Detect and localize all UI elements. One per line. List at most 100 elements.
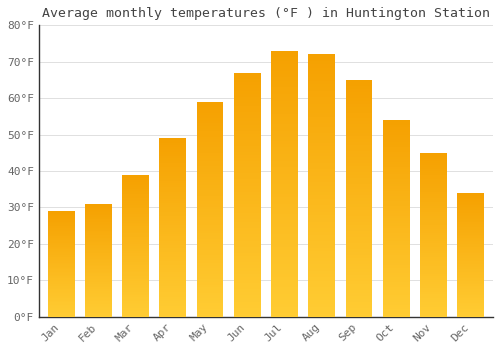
- Bar: [196, 172, 224, 174]
- Bar: [48, 303, 74, 305]
- Bar: [122, 301, 149, 303]
- Bar: [160, 205, 186, 208]
- Bar: [271, 184, 298, 187]
- Bar: [122, 306, 149, 308]
- Bar: [346, 243, 372, 246]
- Bar: [271, 190, 298, 194]
- Bar: [420, 282, 447, 284]
- Bar: [458, 210, 484, 211]
- Bar: [48, 245, 74, 247]
- Bar: [420, 198, 447, 200]
- Bar: [160, 290, 186, 292]
- Bar: [271, 91, 298, 94]
- Bar: [383, 218, 409, 221]
- Bar: [160, 299, 186, 301]
- Bar: [234, 265, 260, 268]
- Bar: [420, 177, 447, 180]
- Bar: [308, 173, 335, 176]
- Bar: [383, 312, 409, 314]
- Bar: [160, 212, 186, 214]
- Bar: [196, 147, 224, 150]
- Bar: [346, 216, 372, 219]
- Bar: [85, 270, 112, 272]
- Bar: [196, 239, 224, 241]
- Bar: [420, 163, 447, 165]
- Bar: [271, 280, 298, 284]
- Bar: [85, 290, 112, 292]
- Bar: [85, 252, 112, 253]
- Bar: [122, 194, 149, 196]
- Bar: [85, 259, 112, 260]
- Bar: [48, 300, 74, 301]
- Bar: [234, 259, 260, 262]
- Bar: [85, 315, 112, 317]
- Bar: [346, 101, 372, 104]
- Bar: [160, 312, 186, 315]
- Bar: [85, 235, 112, 236]
- Bar: [196, 155, 224, 158]
- Bar: [271, 51, 298, 54]
- Bar: [160, 223, 186, 225]
- Bar: [85, 245, 112, 246]
- Bar: [346, 110, 372, 112]
- Bar: [160, 140, 186, 143]
- Bar: [346, 240, 372, 243]
- Bar: [122, 253, 149, 255]
- Bar: [271, 217, 298, 220]
- Bar: [160, 181, 186, 183]
- Bar: [346, 296, 372, 299]
- Bar: [420, 237, 447, 239]
- Bar: [458, 241, 484, 243]
- Bar: [234, 244, 260, 247]
- Bar: [346, 95, 372, 98]
- Bar: [160, 152, 186, 154]
- Bar: [383, 162, 409, 164]
- Bar: [85, 300, 112, 301]
- Bar: [196, 298, 224, 301]
- Bar: [271, 307, 298, 310]
- Bar: [271, 97, 298, 101]
- Bar: [196, 309, 224, 312]
- Bar: [160, 270, 186, 272]
- Bar: [48, 256, 74, 257]
- Bar: [196, 163, 224, 166]
- Bar: [160, 274, 186, 277]
- Bar: [271, 220, 298, 224]
- Bar: [234, 204, 260, 207]
- Bar: [420, 272, 447, 274]
- Bar: [234, 250, 260, 253]
- Bar: [420, 304, 447, 307]
- Bar: [160, 187, 186, 190]
- Bar: [458, 310, 484, 312]
- Bar: [48, 267, 74, 268]
- Bar: [308, 300, 335, 304]
- Bar: [48, 262, 74, 264]
- Bar: [308, 202, 335, 205]
- Bar: [420, 183, 447, 186]
- Bar: [420, 216, 447, 218]
- Bar: [458, 219, 484, 221]
- Bar: [383, 149, 409, 152]
- Bar: [122, 276, 149, 278]
- Bar: [160, 230, 186, 232]
- Bar: [122, 176, 149, 178]
- Bar: [271, 88, 298, 91]
- Bar: [458, 225, 484, 227]
- Bar: [271, 114, 298, 117]
- Bar: [420, 233, 447, 235]
- Bar: [271, 270, 298, 274]
- Bar: [196, 166, 224, 169]
- Bar: [420, 298, 447, 300]
- Bar: [271, 121, 298, 124]
- Bar: [458, 208, 484, 210]
- Bar: [196, 105, 224, 107]
- Bar: [383, 154, 409, 157]
- Bar: [85, 299, 112, 300]
- Bar: [85, 231, 112, 232]
- Bar: [234, 247, 260, 250]
- Bar: [346, 225, 372, 228]
- Bar: [85, 205, 112, 206]
- Bar: [85, 286, 112, 287]
- Bar: [308, 271, 335, 274]
- Bar: [383, 285, 409, 287]
